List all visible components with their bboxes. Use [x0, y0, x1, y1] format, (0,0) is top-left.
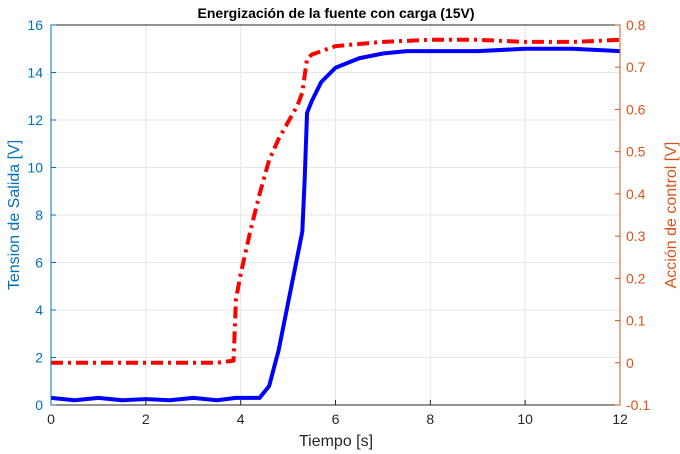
- series-line-control-action: [51, 37, 621, 365]
- y-axis-right-title: Acción de control [V]: [663, 142, 680, 289]
- y-right-tick-label: 0.1: [626, 313, 646, 329]
- y-right-tick-label: 0.7: [626, 59, 646, 75]
- y-left-tick-label: 0: [35, 397, 43, 413]
- y-left-tick-label: 12: [27, 112, 43, 128]
- x-tick-label: 12: [612, 411, 628, 427]
- x-tick-label: 0: [47, 411, 55, 427]
- x-axis-title: Tiempo [s]: [299, 433, 373, 450]
- y-right-tick-label: 0.2: [626, 270, 646, 286]
- x-tick-label: 10: [517, 411, 533, 427]
- series-group: [50, 37, 621, 403]
- y-right-tick-label: 0: [626, 355, 634, 371]
- y-right-tick-label: 0.5: [626, 144, 646, 160]
- y-left-tick-label: 14: [27, 65, 43, 81]
- y-left-tick-label: 4: [35, 302, 43, 318]
- y-right-tick-label: 0.4: [626, 186, 646, 202]
- x-tick-label: 4: [237, 411, 245, 427]
- x-tick-label: 2: [142, 411, 150, 427]
- y-left-tick-label: 8: [35, 207, 43, 223]
- y-right-tick-label: 0.8: [626, 17, 646, 33]
- y-right-tick-label: 0.6: [626, 101, 646, 117]
- ticks: 0 2 4 6 8 10 12 0 2 4 6 8 10 12 14 16 -0.1 0 0.1 0.2 0.3 0.4 0…: [27, 17, 650, 427]
- series-line-output-voltage: [50, 46, 621, 403]
- y-right-tick-label: 0.3: [626, 228, 646, 244]
- y-left-tick-label: 10: [27, 160, 43, 176]
- x-tick-label: 8: [426, 411, 434, 427]
- chart-title: Energización de la fuente con carga (15V…: [198, 5, 475, 21]
- x-tick-label: 6: [332, 411, 340, 427]
- y-left-tick-label: 6: [35, 255, 43, 271]
- y-axis-left-title: Tension de Salida [V]: [6, 140, 23, 290]
- y-left-tick-label: 16: [27, 17, 43, 33]
- y-right-tick-label: -0.1: [626, 397, 650, 413]
- grid: [50, 24, 621, 406]
- y-left-tick-label: 2: [35, 350, 43, 366]
